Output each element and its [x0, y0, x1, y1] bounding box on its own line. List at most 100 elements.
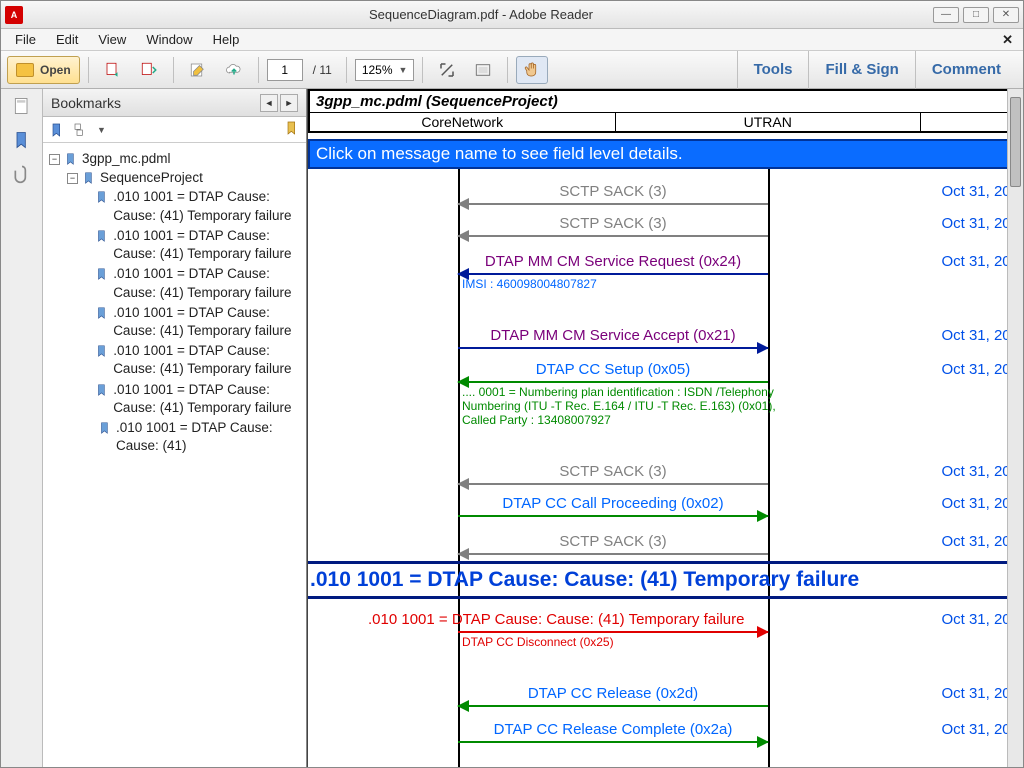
tools-panel-button[interactable]: Tools [737, 51, 809, 89]
page-input[interactable] [267, 59, 303, 81]
bookmark-label: .010 1001 = DTAP Cause: Cause: (41) Temp… [113, 304, 304, 340]
message-arrow [458, 515, 768, 517]
cloud-button[interactable] [218, 56, 250, 84]
message-label[interactable]: SCTP SACK (3) [464, 533, 762, 550]
bookmark-item[interactable]: −SequenceProject [67, 169, 304, 187]
message-arrow [458, 741, 768, 743]
message-label[interactable]: DTAP CC Release Complete (0x2a) [464, 721, 762, 738]
message-label[interactable]: DTAP MM CM Service Request (0x24) [464, 253, 762, 270]
message-arrow [458, 705, 768, 707]
col-utran: UTRAN [616, 113, 922, 131]
message-arrow [458, 553, 768, 555]
bookmark-icon [95, 267, 109, 281]
fill-sign-panel-button[interactable]: Fill & Sign [808, 51, 914, 89]
titlebar: A SequenceDiagram.pdf - Adobe Reader — □… [1, 1, 1023, 29]
menu-window[interactable]: Window [136, 30, 202, 49]
read-mode-button[interactable] [467, 56, 499, 84]
col-core: CoreNetwork [310, 113, 616, 131]
bookmark-item[interactable]: .010 1001 = DTAP Cause: Cause: (41) [85, 419, 304, 455]
attachments-icon[interactable] [11, 163, 33, 185]
lifeline [458, 169, 460, 767]
document-view[interactable]: 3gpp_mc.pdml (SequenceProject) CoreNetwo… [307, 89, 1023, 767]
bookmark-icon [95, 383, 109, 397]
message-arrow [458, 631, 768, 633]
bookmark-label: .010 1001 = DTAP Cause: Cause: (41) Temp… [113, 381, 304, 417]
message-detail: Numbering (ITU -T Rec. E.164 / ITU -T Re… [462, 399, 776, 413]
message-label[interactable]: SCTP SACK (3) [464, 215, 762, 232]
comment-panel-button[interactable]: Comment [915, 51, 1017, 89]
convert-button[interactable] [133, 56, 165, 84]
message-arrow [458, 235, 768, 237]
bookmark-item[interactable]: .010 1001 = DTAP Cause: Cause: (41) Temp… [85, 188, 304, 224]
fit-button[interactable] [431, 56, 463, 84]
bookmarks-header: Bookmarks ◄ ► [43, 89, 306, 117]
menu-help[interactable]: Help [203, 30, 250, 49]
edit-button[interactable] [182, 56, 214, 84]
export-pdf-button[interactable] [97, 56, 129, 84]
bookmark-options-icon[interactable] [49, 122, 65, 138]
bookmarks-toolbar: ▼ [43, 117, 306, 143]
bookmark-label: SequenceProject [100, 169, 203, 187]
thumbnails-icon[interactable] [11, 95, 33, 117]
message-arrow [458, 203, 768, 205]
bookmark-icon [82, 171, 96, 185]
zoom-select[interactable]: 125% ▼ [355, 59, 415, 81]
menubar: File Edit View Window Help ✕ [1, 29, 1023, 51]
vertical-scrollbar[interactable] [1007, 89, 1023, 767]
message-detail: .... 0001 = Numbering plan identificatio… [462, 385, 774, 399]
message-detail: DTAP CC Disconnect (0x25) [462, 635, 614, 649]
bookmark-item[interactable]: .010 1001 = DTAP Cause: Cause: (41) Temp… [85, 265, 304, 301]
bookmarks-icon[interactable] [11, 129, 33, 151]
bookmarks-panel: Bookmarks ◄ ► ▼ −3gpp_mc.pdml−SequencePr… [43, 89, 307, 767]
message-label[interactable]: DTAP CC Call Proceeding (0x02) [464, 495, 762, 512]
app-icon: A [5, 6, 23, 24]
bookmark-new-icon[interactable] [284, 120, 300, 136]
bookmark-icon [95, 306, 109, 320]
chevron-down-icon: ▼ [399, 65, 408, 75]
page-count: 11 [319, 63, 331, 77]
message-arrow [458, 483, 768, 485]
message-arrow [458, 273, 768, 275]
bookmark-label: .010 1001 = DTAP Cause: Cause: (41) [116, 419, 304, 455]
menu-file[interactable]: File [5, 30, 46, 49]
bookmark-prev-button[interactable]: ◄ [260, 94, 278, 112]
sequence-area: SCTP SACK (3)Oct 31, 200SCTP SACK (3)Oct… [308, 169, 1023, 767]
bookmark-item[interactable]: .010 1001 = DTAP Cause: Cause: (41) Temp… [85, 304, 304, 340]
bookmark-icon [64, 152, 78, 166]
menu-view[interactable]: View [88, 30, 136, 49]
bookmark-expand-icon[interactable] [73, 122, 89, 138]
message-arrow [458, 347, 768, 349]
bookmark-icon [95, 190, 109, 204]
minimize-button[interactable]: — [933, 7, 959, 23]
menu-edit[interactable]: Edit [46, 30, 88, 49]
message-label[interactable]: DTAP CC Setup (0x05) [464, 361, 762, 378]
nav-sidebar [1, 89, 43, 767]
bookmark-label: .010 1001 = DTAP Cause: Cause: (41) Temp… [113, 227, 304, 263]
doc-header-title: 3gpp_mc.pdml (SequenceProject) [308, 89, 1023, 113]
zoom-value: 125% [362, 63, 393, 77]
window-title: SequenceDiagram.pdf - Adobe Reader [29, 7, 933, 22]
bookmarks-tree[interactable]: −3gpp_mc.pdml−SequenceProject.010 1001 =… [43, 143, 306, 767]
message-arrow [458, 381, 768, 383]
doc-close-icon[interactable]: ✕ [992, 30, 1019, 50]
message-label[interactable]: SCTP SACK (3) [464, 183, 762, 200]
message-label[interactable]: DTAP MM CM Service Accept (0x21) [464, 327, 762, 344]
info-banner: Click on message name to see field level… [308, 139, 1023, 169]
bookmark-item[interactable]: .010 1001 = DTAP Cause: Cause: (41) Temp… [85, 342, 304, 378]
bookmark-item[interactable]: −3gpp_mc.pdml [49, 150, 304, 168]
bookmark-label: .010 1001 = DTAP Cause: Cause: (41) Temp… [113, 342, 304, 378]
col-empty [921, 113, 1021, 131]
maximize-button[interactable]: □ [963, 7, 989, 23]
doc-columns: CoreNetwork UTRAN [308, 113, 1023, 133]
bookmark-item[interactable]: .010 1001 = DTAP Cause: Cause: (41) Temp… [85, 381, 304, 417]
bookmark-icon [95, 229, 109, 243]
close-button[interactable]: ✕ [993, 7, 1019, 23]
bookmark-next-button[interactable]: ► [280, 94, 298, 112]
message-label[interactable]: DTAP CC Release (0x2d) [464, 685, 762, 702]
message-label[interactable]: SCTP SACK (3) [464, 463, 762, 480]
message-label[interactable]: .010 1001 = DTAP Cause: Cause: (41) Temp… [368, 611, 744, 628]
bookmark-item[interactable]: .010 1001 = DTAP Cause: Cause: (41) Temp… [85, 227, 304, 263]
open-button[interactable]: Open [7, 56, 80, 84]
bookmark-icon [98, 421, 112, 435]
hand-tool-button[interactable] [516, 56, 548, 84]
